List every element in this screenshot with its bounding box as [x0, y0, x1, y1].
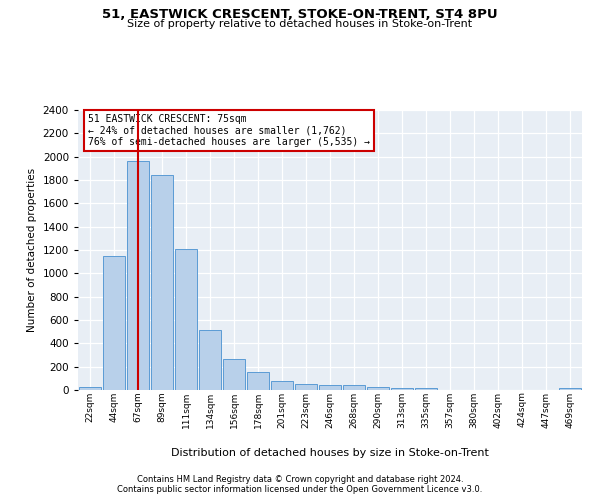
- Bar: [367, 387, 389, 390]
- Bar: [103, 256, 125, 390]
- Y-axis label: Number of detached properties: Number of detached properties: [27, 168, 37, 332]
- Bar: [271, 380, 293, 390]
- Bar: [343, 386, 365, 390]
- Bar: [79, 386, 101, 390]
- Bar: [295, 384, 317, 390]
- Bar: [319, 385, 341, 390]
- Text: Size of property relative to detached houses in Stoke-on-Trent: Size of property relative to detached ho…: [127, 19, 473, 29]
- Bar: [223, 359, 245, 390]
- Bar: [199, 330, 221, 390]
- Text: Contains public sector information licensed under the Open Government Licence v3: Contains public sector information licen…: [118, 485, 482, 494]
- Bar: [151, 176, 173, 390]
- Bar: [391, 388, 413, 390]
- Text: 51, EASTWICK CRESCENT, STOKE-ON-TRENT, ST4 8PU: 51, EASTWICK CRESCENT, STOKE-ON-TRENT, S…: [102, 8, 498, 20]
- Bar: [175, 249, 197, 390]
- Bar: [247, 372, 269, 390]
- Bar: [559, 388, 581, 390]
- Text: Distribution of detached houses by size in Stoke-on-Trent: Distribution of detached houses by size …: [171, 448, 489, 458]
- Bar: [127, 162, 149, 390]
- Text: Contains HM Land Registry data © Crown copyright and database right 2024.: Contains HM Land Registry data © Crown c…: [137, 475, 463, 484]
- Bar: [415, 388, 437, 390]
- Text: 51 EASTWICK CRESCENT: 75sqm
← 24% of detached houses are smaller (1,762)
76% of : 51 EASTWICK CRESCENT: 75sqm ← 24% of det…: [88, 114, 370, 148]
